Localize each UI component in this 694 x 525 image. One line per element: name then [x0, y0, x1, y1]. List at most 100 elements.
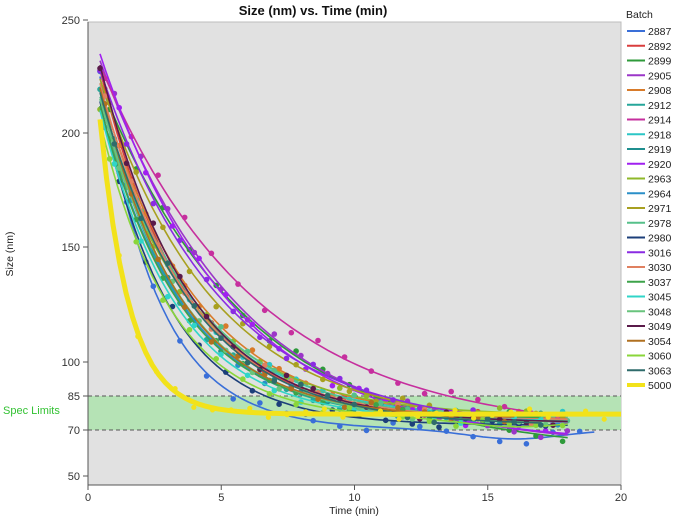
data-point	[436, 424, 442, 430]
legend-label: 2978	[648, 218, 672, 230]
data-point	[527, 406, 533, 412]
data-point	[298, 381, 304, 388]
x-tick-label: 15	[482, 492, 494, 504]
data-point	[123, 141, 130, 147]
legend-label: 2963	[648, 174, 672, 186]
series-line-2887	[99, 76, 595, 440]
legend-item-3037[interactable]: 3037	[627, 277, 672, 289]
legend-item-3045[interactable]: 3045	[627, 292, 672, 304]
y-tick-label: 100	[62, 357, 80, 369]
data-point	[523, 441, 530, 447]
legend-item-2905[interactable]: 2905	[627, 70, 672, 82]
legend-item-3049[interactable]: 3049	[627, 321, 672, 333]
legend-label: 2918	[648, 129, 672, 141]
data-point	[181, 214, 188, 221]
data-point	[511, 429, 517, 435]
data-point	[341, 354, 348, 360]
legend-item-2892[interactable]: 2892	[627, 41, 672, 53]
legend-item-2963[interactable]: 2963	[627, 174, 672, 186]
data-point	[351, 401, 358, 408]
series-layer	[97, 53, 621, 447]
data-point	[213, 303, 219, 310]
data-point	[288, 385, 295, 392]
legend-item-2908[interactable]: 2908	[627, 85, 672, 97]
data-point	[155, 256, 161, 263]
data-point	[489, 412, 495, 418]
data-point	[150, 220, 157, 226]
series-2914	[99, 64, 568, 422]
legend-item-2912[interactable]: 2912	[627, 100, 672, 112]
series-line-3060	[99, 121, 568, 428]
x-axis: 0 5 10 15 20	[85, 484, 627, 504]
data-point	[164, 260, 171, 267]
data-point	[172, 386, 178, 392]
data-point	[203, 276, 210, 283]
data-point	[223, 291, 229, 298]
legend-label: 2980	[648, 233, 672, 245]
legend-item-2899[interactable]: 2899	[627, 56, 672, 68]
legend-item-3048[interactable]: 3048	[627, 306, 672, 318]
legend[interactable]: 2887 2892 2899 2905 2908 2912 2914 2918 2919 2920…	[627, 26, 672, 392]
data-point	[443, 428, 450, 435]
legend-item-2964[interactable]: 2964	[627, 188, 672, 200]
data-point	[283, 372, 290, 379]
data-point	[261, 307, 268, 314]
y-tick-label: 85	[68, 391, 80, 403]
data-point	[496, 405, 503, 411]
data-point	[271, 387, 278, 394]
data-point	[138, 238, 144, 244]
legend-item-5000[interactable]: 5000	[627, 380, 672, 392]
legend-item-2918[interactable]: 2918	[627, 129, 672, 141]
legend-label: 2887	[648, 26, 672, 38]
data-point	[559, 422, 566, 429]
legend-label: 2912	[648, 100, 672, 112]
data-point	[266, 391, 273, 397]
legend-label: 2971	[648, 203, 672, 215]
x-tick-label: 0	[85, 492, 91, 504]
data-point	[310, 385, 317, 392]
data-point	[511, 419, 517, 425]
data-point	[240, 376, 246, 382]
legend-item-3060[interactable]: 3060	[627, 351, 672, 363]
data-point	[271, 331, 278, 337]
data-point	[191, 404, 197, 410]
data-point	[399, 395, 406, 402]
legend-item-2919[interactable]: 2919	[627, 144, 672, 156]
legend-item-3030[interactable]: 3030	[627, 262, 672, 274]
legend-label: 3016	[648, 247, 672, 259]
data-point	[265, 414, 271, 420]
legend-item-2978[interactable]: 2978	[627, 218, 672, 230]
data-point	[135, 333, 141, 339]
data-point	[324, 392, 331, 399]
legend-item-3054[interactable]: 3054	[627, 336, 672, 348]
legend-item-2914[interactable]: 2914	[627, 115, 672, 127]
data-point	[545, 414, 551, 420]
data-point	[150, 283, 157, 290]
data-point	[177, 237, 183, 244]
data-point	[208, 250, 215, 257]
data-point	[496, 438, 503, 445]
data-point	[337, 385, 343, 391]
legend-item-2971[interactable]: 2971	[627, 203, 672, 215]
legend-item-3016[interactable]: 3016	[627, 247, 672, 259]
data-point	[378, 400, 384, 406]
legend-item-2887[interactable]: 2887	[627, 26, 672, 38]
data-point	[266, 343, 273, 350]
data-point	[181, 304, 188, 310]
legend-item-3063[interactable]: 3063	[627, 365, 672, 377]
x-axis-label: Time (min)	[329, 505, 379, 517]
x-tick-label: 5	[218, 492, 224, 504]
data-point	[409, 421, 416, 427]
data-point	[346, 404, 353, 411]
series-5000	[97, 119, 621, 422]
data-point	[426, 418, 433, 425]
data-point	[315, 337, 321, 344]
y-tick-label: 70	[68, 425, 80, 437]
data-point	[230, 308, 236, 315]
legend-item-2980[interactable]: 2980	[627, 233, 672, 245]
data-point	[123, 160, 130, 167]
data-point	[169, 223, 176, 229]
data-point	[470, 433, 476, 440]
y-tick-label: 150	[62, 242, 80, 254]
legend-item-2920[interactable]: 2920	[627, 159, 672, 171]
